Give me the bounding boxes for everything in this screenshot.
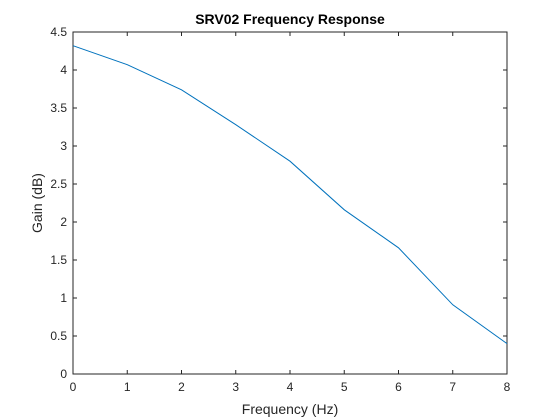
x-tick-label: 4 xyxy=(287,380,294,394)
x-tick-label: 6 xyxy=(395,380,402,394)
plot-area xyxy=(72,31,508,375)
y-tick-label: 0 xyxy=(60,367,67,381)
y-tick-label: 1 xyxy=(60,291,67,305)
y-tick-label: 1.5 xyxy=(50,253,67,267)
x-tick-label: 0 xyxy=(70,380,77,394)
x-tick-label: 7 xyxy=(449,380,456,394)
axis-ticks xyxy=(72,31,508,375)
y-tick-label: 0.5 xyxy=(50,329,67,343)
y-tick-label: 3.5 xyxy=(50,101,67,115)
x-axis-label: Frequency (Hz) xyxy=(242,401,338,417)
x-tick-label: 8 xyxy=(504,380,511,394)
y-tick-label: 3 xyxy=(60,139,67,153)
y-tick-label: 4.5 xyxy=(50,25,67,39)
chart-title: SRV02 Frequency Response xyxy=(195,11,385,27)
x-tick-label: 3 xyxy=(232,380,239,394)
series-line xyxy=(72,45,508,345)
x-tick-label: 5 xyxy=(341,380,348,394)
y-tick-label: 4 xyxy=(60,63,67,77)
y-tick-label: 2.5 xyxy=(50,177,67,191)
x-tick-labels: 0 1 2 3 4 5 6 7 8 xyxy=(70,380,511,394)
y-tick-labels: 0 0.5 1 1.5 2 2.5 3 3.5 4 4.5 xyxy=(50,25,67,381)
y-axis-label: Gain (dB) xyxy=(29,173,45,233)
y-tick-label: 2 xyxy=(60,215,67,229)
x-tick-label: 1 xyxy=(124,380,131,394)
x-tick-label: 2 xyxy=(178,380,185,394)
